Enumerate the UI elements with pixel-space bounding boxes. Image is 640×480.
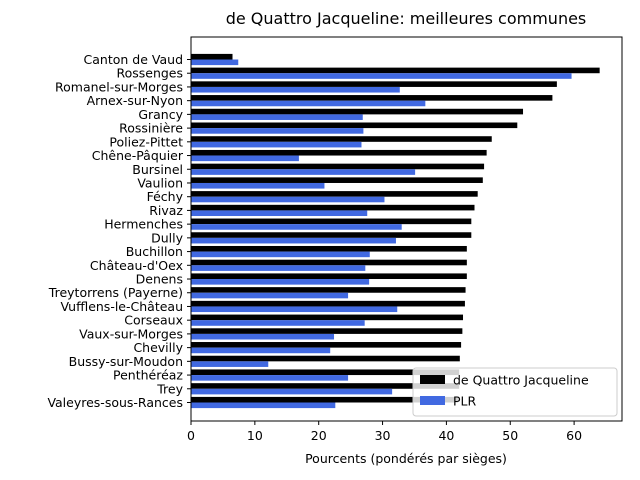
y-tick-label: Trey	[156, 381, 183, 396]
y-tick-label: Bussy-sur-Moudon	[69, 354, 183, 369]
bar-candidate-9	[191, 177, 483, 183]
x-tick-label: 20	[311, 428, 327, 443]
bar-candidate-20	[191, 328, 463, 334]
bar-party-22	[191, 361, 269, 367]
y-tick-label: Bursinel	[132, 162, 183, 177]
y-tick-label: Treytorrens (Payerne)	[48, 285, 183, 300]
y-tick-label: Valeyres-sous-Rances	[47, 395, 183, 410]
bar-candidate-3	[191, 95, 553, 101]
x-tick-label: 40	[438, 428, 454, 443]
bar-candidate-23	[191, 369, 460, 376]
bar-party-4	[191, 114, 363, 120]
bar-party-23	[191, 375, 349, 381]
bar-party-16	[191, 279, 370, 285]
bar-party-9	[191, 182, 325, 189]
bar-party-19	[191, 320, 365, 326]
y-tick-label: Rossenges	[116, 66, 183, 81]
bar-party-14	[191, 251, 370, 258]
bar-party-11	[191, 210, 368, 217]
legend-swatch-1	[420, 396, 445, 405]
bar-party-13	[191, 237, 396, 244]
bar-candidate-5	[191, 122, 518, 129]
bar-party-15	[191, 265, 366, 271]
y-tick-label: Romanel-sur-Morges	[55, 79, 183, 94]
legend-box	[412, 367, 618, 417]
bar-candidate-7	[191, 149, 487, 156]
y-tick-label: Château-d'Oex	[90, 258, 183, 273]
y-tick-label: Denens	[136, 272, 183, 287]
chart-title: de Quattro Jacqueline: meilleures commun…	[226, 9, 587, 28]
bar-candidate-16	[191, 273, 467, 280]
bars-layer	[191, 53, 600, 409]
plot-frame	[190, 36, 623, 422]
bar-party-20	[191, 333, 335, 340]
x-tick-label: 30	[375, 428, 391, 443]
y-tick-label: Chêne-Pâquier	[92, 148, 184, 163]
y-tick-label: Corseaux	[124, 313, 183, 328]
bar-candidate-11	[191, 204, 475, 211]
bar-candidate-19	[191, 314, 464, 321]
x-tick-label: 10	[247, 428, 263, 443]
bar-candidate-10	[191, 191, 478, 197]
y-tick-label: Penthéréaz	[113, 368, 183, 383]
bar-party-21	[191, 347, 331, 354]
bar-candidate-6	[191, 136, 492, 142]
bar-candidate-22	[191, 355, 460, 362]
y-tick-label: Vufflens-le-Château	[60, 299, 183, 314]
bar-candidate-14	[191, 245, 467, 252]
bar-party-18	[191, 306, 398, 313]
x-tick-labels: 0 10 20 30 40 50 60	[187, 421, 582, 443]
bar-candidate-1	[191, 67, 600, 74]
y-tick-label: Grancy	[138, 107, 183, 122]
bar-party-7	[191, 155, 299, 162]
x-tick-label: 50	[502, 428, 518, 443]
y-tick-label: Canton de Vaud	[84, 52, 183, 67]
bar-candidate-15	[191, 259, 467, 266]
bar-party-17	[191, 292, 349, 299]
bar-candidate-24	[191, 383, 460, 389]
bar-party-10	[191, 196, 385, 203]
y-tick-label: Féchy	[147, 189, 184, 204]
bar-candidate-2	[191, 81, 557, 87]
bar-party-0	[191, 59, 239, 66]
y-tick-label: Rivaz	[149, 203, 183, 218]
legend-label-0: de Quattro Jacqueline	[453, 373, 589, 388]
bar-candidate-25	[191, 396, 458, 403]
y-tick-label: Arnex-sur-Nyon	[87, 93, 183, 108]
bar-party-12	[191, 224, 402, 230]
bar-party-6	[191, 141, 362, 148]
bar-party-1	[191, 73, 572, 79]
bar-party-8	[191, 169, 416, 175]
bar-party-2	[191, 86, 400, 93]
bar-party-5	[191, 128, 364, 134]
bar-candidate-12	[191, 218, 472, 225]
y-tick-label: Rossinière	[119, 121, 183, 136]
bar-candidate-8	[191, 163, 485, 170]
bar-candidate-13	[191, 232, 472, 238]
bar-candidate-21	[191, 342, 462, 348]
y-tick-label: Dully	[151, 230, 183, 245]
x-tick-label: 0	[187, 428, 195, 443]
bar-candidate-4	[191, 108, 524, 115]
bar-party-3	[191, 100, 426, 107]
y-tick-label: Vaux-sur-Morges	[79, 326, 183, 341]
legend: de Quattro Jacqueline PLR	[412, 367, 618, 417]
bar-party-25	[191, 402, 336, 409]
bar-party-24	[191, 388, 393, 395]
legend-swatch-0	[420, 375, 445, 384]
bar-candidate-17	[191, 287, 466, 293]
x-tick-label: 60	[566, 428, 582, 443]
y-tick-label: Hermenches	[104, 217, 183, 232]
bar-candidate-18	[191, 300, 465, 307]
y-tick-label: Chevilly	[133, 340, 183, 355]
y-tick-label: Poliez-Pittet	[109, 134, 183, 149]
y-tick-label: Buchillon	[126, 244, 183, 259]
y-tick-label: Vaulion	[137, 175, 183, 190]
legend-label-1: PLR	[453, 394, 477, 409]
x-axis-label: Pourcents (pondérés par sièges)	[305, 451, 507, 466]
bar-candidate-0	[191, 53, 233, 60]
y-tick-labels: Canton de VaudRossengesRomanel-sur-Morge…	[47, 52, 191, 410]
